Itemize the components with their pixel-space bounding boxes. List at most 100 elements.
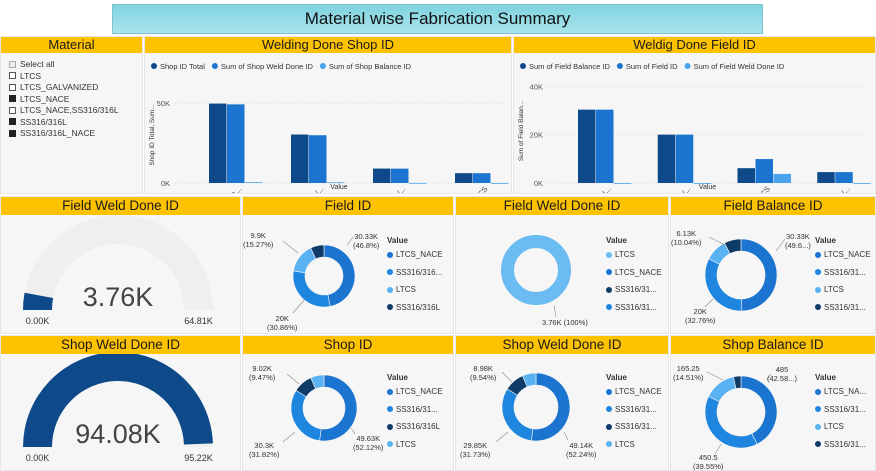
slicer-item[interactable]: LTCS_NACE [9,94,69,104]
donut-data-percent: (52.12%) [353,443,384,452]
legend-entry: Sum of Field Weld Done ID [684,62,785,71]
legend-entry[interactable]: LTCS [606,250,635,259]
gauge-field-chart: 3.76K 0.00K 64.81K [23,215,213,326]
bar[interactable] [491,182,509,184]
leader-line [286,373,300,385]
donut-slice[interactable] [704,258,743,312]
bar[interactable] [327,182,345,184]
legend-entry[interactable]: LTCS_NACE [815,250,871,259]
donut-slice[interactable] [501,235,571,305]
bar[interactable] [853,183,871,184]
slicer-item-label: Select all [20,59,55,69]
legend-label: Sum of Field Weld Done ID [694,62,785,71]
bar[interactable] [773,173,792,183]
gauge-fill[interactable] [23,354,213,447]
donut-data-percent: (9.54%) [470,373,497,382]
bar[interactable] [455,173,473,183]
donut-slice[interactable] [530,372,571,442]
bar[interactable] [693,183,712,184]
bar[interactable] [291,134,309,183]
legend-entry[interactable]: LTCS [815,422,844,431]
legend-entry[interactable]: SS316/31... [606,405,657,414]
donut-data-label: 485 (42.58...) [767,365,797,383]
checkbox-icon[interactable] [9,72,16,79]
donut-slice[interactable] [740,375,778,445]
checkbox-icon[interactable] [9,106,16,114]
legend-entry[interactable]: LTCS_NACE [606,268,662,277]
legend-entry[interactable]: LTCS_NACE [387,250,443,259]
legend-entry[interactable]: SS316/31... [606,303,657,312]
checkbox-icon[interactable] [9,118,16,125]
donut-slice[interactable] [310,374,325,390]
legend-entry[interactable]: SS316/31... [815,440,866,449]
leader-line [346,236,354,246]
donut-slice[interactable] [733,375,742,389]
bar[interactable] [596,109,614,183]
donut-slice[interactable] [708,376,737,402]
bar[interactable] [578,109,596,183]
legend-entry[interactable]: SS316/316L [387,303,440,312]
legend-label: Sum of Field ID [626,62,678,71]
donut-data-value: 3.76K (100%) [542,318,588,327]
donut-slice[interactable] [310,244,325,260]
legend-label: LTCS_NA... [824,387,867,396]
checkbox-icon[interactable] [9,95,16,102]
legend-entry[interactable]: LTCS [387,440,416,449]
donut-slice[interactable] [290,389,322,442]
legend-title: Value [606,236,627,245]
bar[interactable] [209,103,227,183]
bar[interactable] [675,134,694,183]
bar[interactable] [755,159,774,183]
donut-slice[interactable] [323,244,356,307]
legend-entry[interactable]: SS316/31... [606,285,657,294]
slicer-item[interactable]: SS316/316L [9,117,67,127]
bar[interactable] [309,135,327,183]
donut-slice[interactable] [724,238,742,255]
bar[interactable] [245,182,263,184]
legend-entry[interactable]: SS316/31... [606,422,657,431]
bar[interactable] [817,172,835,183]
legend-entry[interactable]: SS316/31... [815,405,866,414]
bar[interactable] [835,172,853,183]
bar[interactable] [473,173,491,183]
bar[interactable] [737,168,756,183]
legend-entry[interactable]: LTCS_NA... [815,387,866,396]
slicer-item[interactable]: LTCS [9,71,41,81]
slicer-item-label: LTCS_NACE,SS316/316L [20,105,119,115]
checkbox-icon[interactable] [9,129,16,137]
legend-entry[interactable]: LTCS [606,440,635,449]
bar[interactable] [614,183,632,184]
bar[interactable] [373,168,391,183]
donut-slice[interactable] [704,395,758,449]
slicer-item[interactable]: Select all [9,59,55,69]
legend-entry[interactable]: LTCS [815,285,844,294]
bar[interactable] [409,182,427,184]
legend-entry[interactable]: SS316/316... [387,268,442,277]
donut-slice[interactable] [319,374,358,442]
legend-entry[interactable]: LTCS_NACE [387,387,443,396]
legend-entry[interactable]: LTCS_NACE [606,387,662,396]
donut-slice[interactable] [740,238,778,312]
donut-data-percent: (42.58...) [767,374,798,383]
legend-entry[interactable]: SS316/31... [387,405,438,414]
slicer-item[interactable]: SS316/316L_NACE [9,128,95,138]
legend-entry[interactable]: SS316/316L [387,422,440,431]
donut-data-value: 450.5 [698,453,718,462]
bar[interactable] [227,104,245,183]
bar[interactable] [391,168,409,183]
slicer-item[interactable]: LTCS_GALVANIZED [9,82,98,92]
legend-label: SS316/31... [824,302,866,312]
donut-slice[interactable] [292,270,331,308]
bar[interactable] [657,134,676,183]
donut-slice[interactable] [522,372,537,388]
legend-label: LTCS_NACE [615,267,662,277]
legend-dot [606,423,612,430]
checkbox-icon[interactable] [9,60,16,68]
legend-entry[interactable]: SS316/31... [815,268,866,277]
slicer-item[interactable]: LTCS_NACE,SS316/316L [9,105,119,115]
legend-entry[interactable]: SS316/31... [815,303,866,312]
checkbox-icon[interactable] [9,83,16,91]
legend-entry[interactable]: LTCS [387,285,416,294]
gauge-fill[interactable] [23,292,54,310]
donut-data-label: 8.98K (9.54%) [470,364,496,382]
